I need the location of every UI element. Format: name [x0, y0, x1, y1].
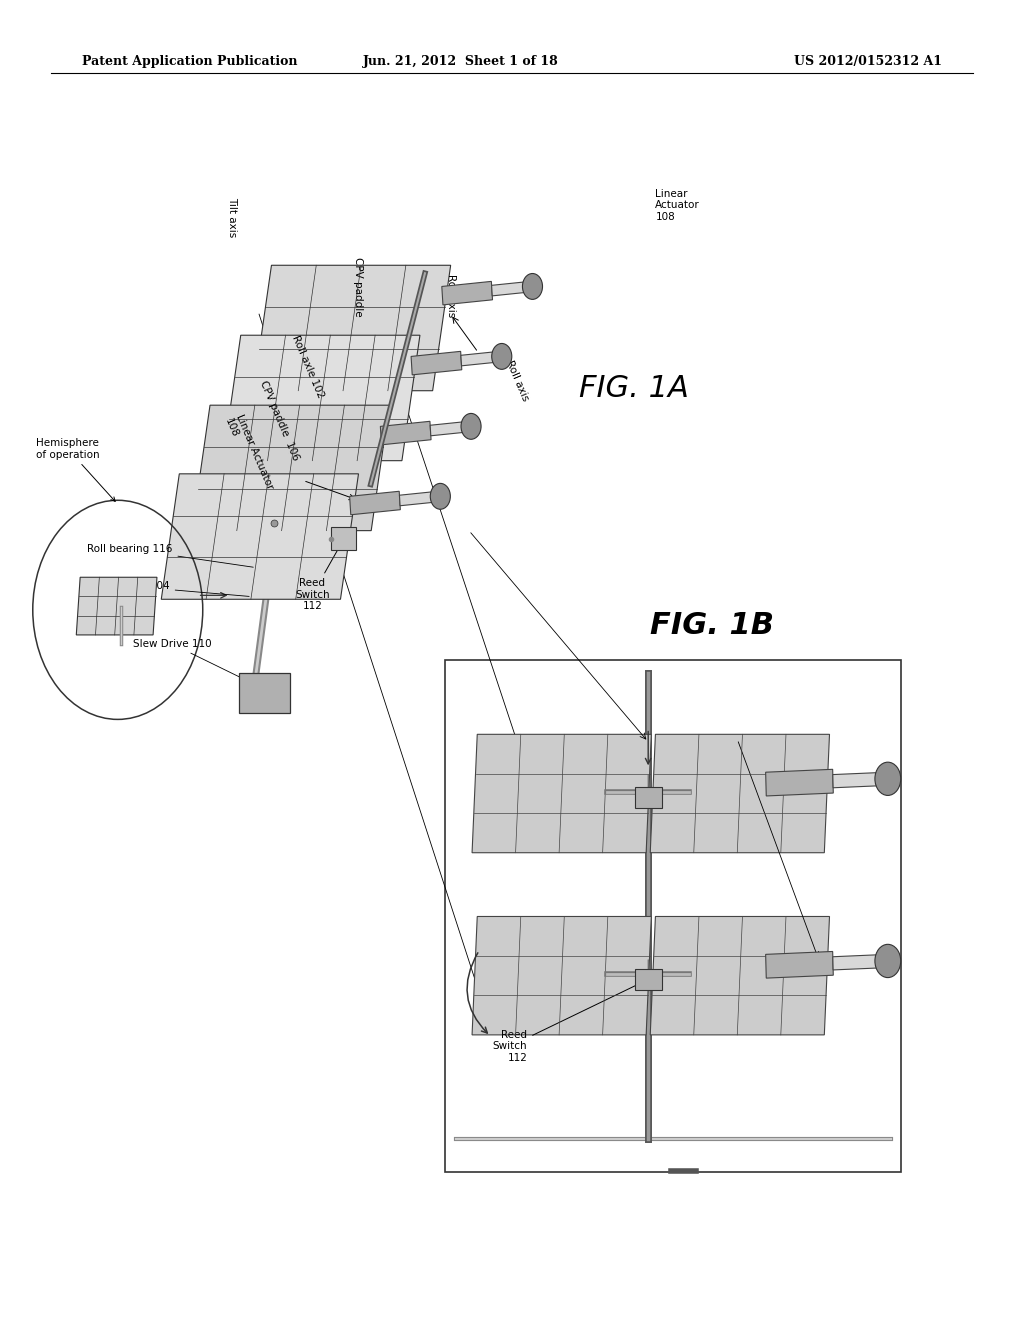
- Polygon shape: [461, 351, 502, 366]
- Text: FIG. 1B: FIG. 1B: [650, 611, 774, 640]
- Polygon shape: [441, 281, 493, 305]
- Text: Linear Actuator
108: Linear Actuator 108: [223, 412, 274, 495]
- Polygon shape: [430, 421, 471, 436]
- Text: CPV paddle 104: CPV paddle 104: [87, 581, 249, 597]
- Text: Hemisphere
of operation: Hemisphere of operation: [36, 438, 115, 502]
- Text: Reed
Switch
112: Reed Switch 112: [295, 543, 342, 611]
- Text: CPV paddle: CPV paddle: [353, 257, 364, 317]
- Circle shape: [461, 413, 481, 440]
- Polygon shape: [833, 772, 888, 788]
- Polygon shape: [380, 421, 431, 445]
- Polygon shape: [193, 405, 389, 531]
- Polygon shape: [162, 474, 358, 599]
- Polygon shape: [77, 577, 157, 635]
- Polygon shape: [223, 335, 420, 461]
- Circle shape: [522, 273, 543, 300]
- Text: FIG. 1A: FIG. 1A: [579, 374, 688, 403]
- Polygon shape: [472, 734, 651, 853]
- Text: Roll bearing 116: Roll bearing 116: [87, 544, 253, 568]
- Text: Roll axis: Roll axis: [445, 273, 456, 317]
- Polygon shape: [411, 351, 462, 375]
- Text: US 2012/0152312 A1: US 2012/0152312 A1: [794, 55, 942, 69]
- Polygon shape: [254, 265, 451, 391]
- Text: Slew Drive 110: Slew Drive 110: [133, 639, 262, 688]
- Polygon shape: [492, 281, 532, 296]
- Bar: [331, 527, 356, 550]
- Text: Roll axle 102: Roll axle 102: [290, 334, 326, 400]
- Polygon shape: [472, 916, 651, 1035]
- Text: CPV paddle  106: CPV paddle 106: [258, 379, 301, 462]
- Circle shape: [430, 483, 451, 510]
- Polygon shape: [650, 734, 829, 853]
- Polygon shape: [766, 770, 834, 796]
- Bar: [635, 969, 662, 990]
- Polygon shape: [349, 491, 400, 515]
- Text: Linear
Actuator
108: Linear Actuator 108: [655, 189, 700, 222]
- Bar: [445, 660, 901, 1172]
- Bar: [635, 787, 662, 808]
- Circle shape: [492, 343, 512, 370]
- Circle shape: [874, 762, 901, 796]
- Polygon shape: [766, 952, 834, 978]
- Polygon shape: [399, 491, 440, 506]
- Text: Roll axis: Roll axis: [504, 359, 529, 403]
- Text: Reed
Switch
112: Reed Switch 112: [493, 981, 645, 1063]
- Text: Jun. 21, 2012  Sheet 1 of 18: Jun. 21, 2012 Sheet 1 of 18: [362, 55, 559, 69]
- Text: Tilt axis: Tilt axis: [227, 198, 238, 238]
- Text: Patent Application Publication: Patent Application Publication: [82, 55, 297, 69]
- Polygon shape: [833, 954, 888, 970]
- Bar: [239, 673, 290, 713]
- Circle shape: [874, 944, 901, 978]
- Polygon shape: [650, 916, 829, 1035]
